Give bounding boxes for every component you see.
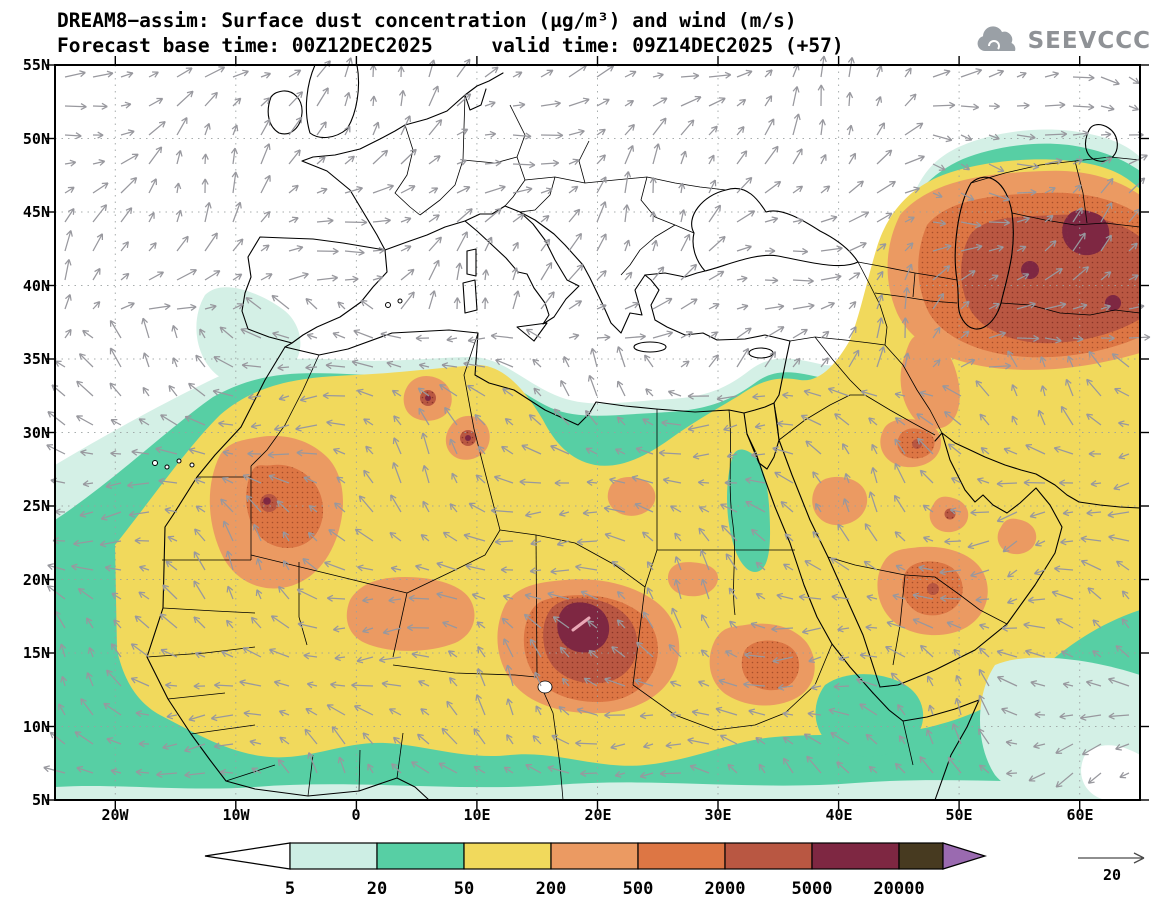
colorbar-boundary-label: 5 — [285, 879, 295, 899]
lat-tick-label: 50N — [22, 130, 50, 148]
lon-tick-label: 40E — [825, 806, 853, 824]
colorbar-cell-500-2000 — [637, 842, 726, 870]
colorbar-boundary-label: 20000 — [873, 879, 924, 899]
colorbar-cell-20-50 — [376, 842, 465, 870]
colorbar-boundary-label: 2000 — [705, 879, 746, 899]
dust-colorbar: 5 20 50 200 500 2000 5000 20000 — [204, 842, 988, 899]
cloud-icon — [977, 26, 1015, 51]
lon-tick-label: 30E — [704, 806, 732, 824]
wind-reference: 20 — [1070, 846, 1154, 884]
dust-patch-warabia-200 — [812, 476, 868, 526]
dust-core-nalgeria-5000 — [425, 395, 431, 401]
colorbar-cell-2000-5000 — [724, 842, 813, 870]
lon-tick-label: 50E — [945, 806, 973, 824]
colorbar-cell-5000-20000 — [811, 842, 900, 870]
dust-core-morocco-5000 — [263, 497, 271, 505]
lat-tick-label: 20N — [22, 571, 50, 589]
colorbar-cell-200-500 — [550, 842, 639, 870]
lon-tick-label: 0 — [351, 806, 361, 824]
colorbar-boundary-label: 200 — [536, 879, 567, 899]
colorbar-boundary-label: 20 — [367, 879, 387, 899]
map-frame — [54, 64, 1141, 801]
lat-tick-label: 25N — [22, 497, 50, 515]
lat-tick-label: 15N — [22, 644, 50, 662]
chart-subtitle: Forecast base time: 00Z12DEC2025 valid t… — [57, 34, 844, 57]
lat-tick-label: 40N — [22, 277, 50, 295]
lon-tick-label: 10W — [222, 806, 250, 824]
map-area — [43, 55, 1151, 809]
logo-text: SEEVCCC — [1027, 28, 1151, 54]
lat-tick-label: 35N — [22, 350, 50, 368]
lon-tick-label: 20W — [101, 806, 129, 824]
dust-concentration-map — [43, 55, 1151, 809]
dust-patch-swegypt-200 — [607, 477, 656, 516]
lat-tick-label: 45N — [22, 203, 50, 221]
lat-tick-label: 5N — [31, 791, 50, 809]
chart-title: DREAM8−assim: Surface dust concentration… — [57, 9, 797, 32]
colorbar-cell-50-200 — [463, 842, 552, 870]
dust-patch-oman-200 — [997, 518, 1037, 555]
dust-hole-egypt-teal — [727, 449, 771, 572]
dust-patch-iraq-200 — [900, 334, 960, 429]
dust-contour-layers — [55, 129, 1140, 801]
colorbar-cell-gt-20000 — [898, 842, 944, 870]
colorbar-boundary-label: 5000 — [792, 879, 833, 899]
lat-tick-label: 30N — [22, 424, 50, 442]
dust-area-ethiopia-teal — [815, 674, 924, 757]
lon-tick-label: 20E — [584, 806, 612, 824]
lat-tick-label: 10N — [22, 718, 50, 736]
lon-tick-label: 60E — [1066, 806, 1094, 824]
axis-tick-marks — [46, 56, 1149, 809]
dust-chad-core-slash — [571, 616, 591, 632]
graticule-gridlines — [55, 65, 1140, 800]
seevccc-logo: SEEVCCC — [975, 26, 1151, 56]
dust-patch-sudan-500 — [741, 640, 800, 691]
dust-area-se-white — [1081, 745, 1140, 800]
colorbar-boundary-label: 50 — [454, 879, 474, 899]
lat-tick-label: 55N — [22, 56, 50, 74]
colorbar-cell-5-20 — [289, 842, 378, 870]
colorbar-boundary-label: 500 — [623, 879, 654, 899]
dust-patch-chad-5000 — [557, 602, 610, 653]
dust-core-narabia-2000 — [912, 439, 922, 449]
dust-core-stunisia-5000 — [465, 435, 471, 441]
dust-patch-caspian-2000 — [961, 214, 1140, 344]
colorbar-cell-lt-5 — [204, 842, 291, 870]
wind-reference-value: 20 — [1102, 866, 1122, 884]
dust-patch-morocco-500 — [246, 464, 324, 548]
dust-patch-mali-200 — [346, 577, 475, 651]
wind-arrows-layer — [43, 55, 1151, 788]
wind-reference-arrow — [1078, 852, 1145, 864]
colorbar-cell-max — [942, 842, 988, 870]
lon-tick-label: 10E — [463, 806, 491, 824]
dust-core-sarabia-2000 — [927, 583, 939, 595]
